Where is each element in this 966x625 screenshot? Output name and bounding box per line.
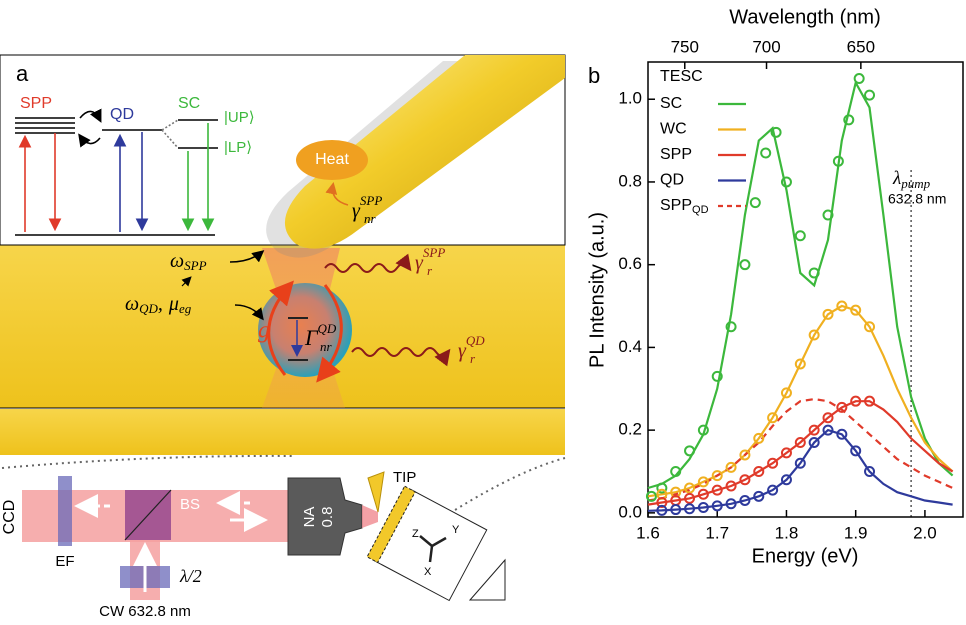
data-point — [796, 231, 805, 240]
zoom-line — [2, 456, 292, 468]
mirror — [470, 560, 505, 600]
axis-label: X — [424, 566, 432, 578]
x2-tick-label: 650 — [847, 37, 875, 56]
pump-wavelength: 632.8 nm — [888, 191, 946, 207]
legend-label: QD — [660, 172, 684, 189]
legend-subscript: QD — [692, 204, 709, 216]
y-tick-label: 0.6 — [618, 254, 642, 273]
objective-label: 0.8 — [319, 507, 336, 528]
x-tick-label: 1.7 — [705, 523, 729, 542]
x-tick-label: 2.0 — [913, 523, 937, 542]
y-tick-label: 0.2 — [618, 420, 642, 439]
x2-axis-title: Wavelength (nm) — [729, 6, 881, 28]
detector-label: CCD — [1, 500, 18, 535]
x-tick-label: 1.6 — [636, 523, 660, 542]
superscript: QD — [318, 321, 337, 336]
legend-name: SPP — [660, 146, 692, 163]
x-axis-title: Energy (eV) — [752, 545, 859, 567]
heat-label: Heat — [315, 151, 349, 168]
legend-label: WC — [660, 121, 687, 138]
setup: CCD EF BS λ/2 CW 632.8 nm NA 0.8 TIP Z Y… — [1, 456, 565, 620]
zoom-line — [455, 458, 565, 510]
series-line — [648, 83, 953, 488]
symbol: ω — [125, 293, 139, 315]
level-label: |UP⟩ — [224, 109, 255, 126]
data-point — [844, 115, 853, 124]
level-label: SC — [178, 95, 200, 112]
panel-b: b Wavelength (nm) Energy (eV) PL Intensi… — [586, 6, 963, 567]
symbol: μ — [168, 293, 179, 315]
legend-name: SPP — [660, 197, 692, 214]
level-label: |LP⟩ — [224, 139, 252, 156]
subscript: nr — [364, 211, 377, 226]
filter — [58, 476, 72, 546]
superscript: SPP — [360, 193, 382, 208]
x-tick-label: 1.8 — [775, 523, 799, 542]
y-tick-label: 0.0 — [618, 502, 642, 521]
legend-label: SPPQD — [660, 197, 709, 216]
y-axis-title: PL Intensity (a.u.) — [586, 212, 608, 368]
subscript: nr — [320, 339, 333, 354]
laser-label: CW 632.8 nm — [99, 603, 191, 620]
splitter-label: BS — [180, 496, 200, 513]
level-label: SPP — [20, 95, 52, 112]
data-point — [855, 74, 864, 83]
data-point — [865, 91, 874, 100]
x-tick-label: 1.9 — [844, 523, 868, 542]
legend-label: SC — [660, 95, 682, 112]
x2-tick-label: 750 — [671, 37, 699, 56]
legend-name: QD — [660, 172, 684, 189]
subscript: SPP — [184, 258, 206, 273]
legend-title: TESC — [660, 68, 703, 85]
subscript: eg — [179, 301, 192, 316]
superscript: QD — [466, 333, 485, 348]
data-point — [685, 446, 694, 455]
figure: a SPP QD SC |UP⟩ |LP⟩ Heat γSPPnr g ΓQDn… — [0, 0, 966, 625]
subscript: pump — [900, 176, 930, 191]
panel-label: a — [16, 61, 29, 86]
substrate — [0, 409, 565, 455]
superscript: SPP — [423, 245, 445, 260]
symbol: ω — [170, 250, 184, 272]
data-point — [761, 149, 770, 158]
focus — [362, 505, 378, 528]
x2-tick-label: 700 — [752, 37, 780, 56]
axis-label: Z — [412, 528, 419, 540]
data-point — [751, 198, 760, 207]
y-tick-label: 1.0 — [618, 89, 642, 108]
filter-label: EF — [55, 553, 74, 570]
legend-label: SPP — [660, 146, 692, 163]
coupling-label: g — [258, 318, 270, 344]
level-label: QD — [110, 106, 134, 123]
symbol: λ — [892, 168, 901, 189]
legend-name: WC — [660, 121, 687, 138]
axis-label: Y — [452, 524, 460, 536]
waveplate-label: λ/2 — [179, 566, 202, 586]
panel-label: b — [588, 63, 600, 88]
y-tick-label: 0.8 — [618, 171, 642, 190]
legend-name: SC — [660, 95, 682, 112]
data-point — [740, 260, 749, 269]
separator: , — [158, 293, 163, 315]
tip — [368, 472, 384, 512]
tip-label: TIP — [393, 469, 416, 486]
objective-label: NA — [301, 507, 318, 528]
subscript: QD — [139, 301, 158, 316]
y-tick-label: 0.4 — [618, 337, 642, 356]
